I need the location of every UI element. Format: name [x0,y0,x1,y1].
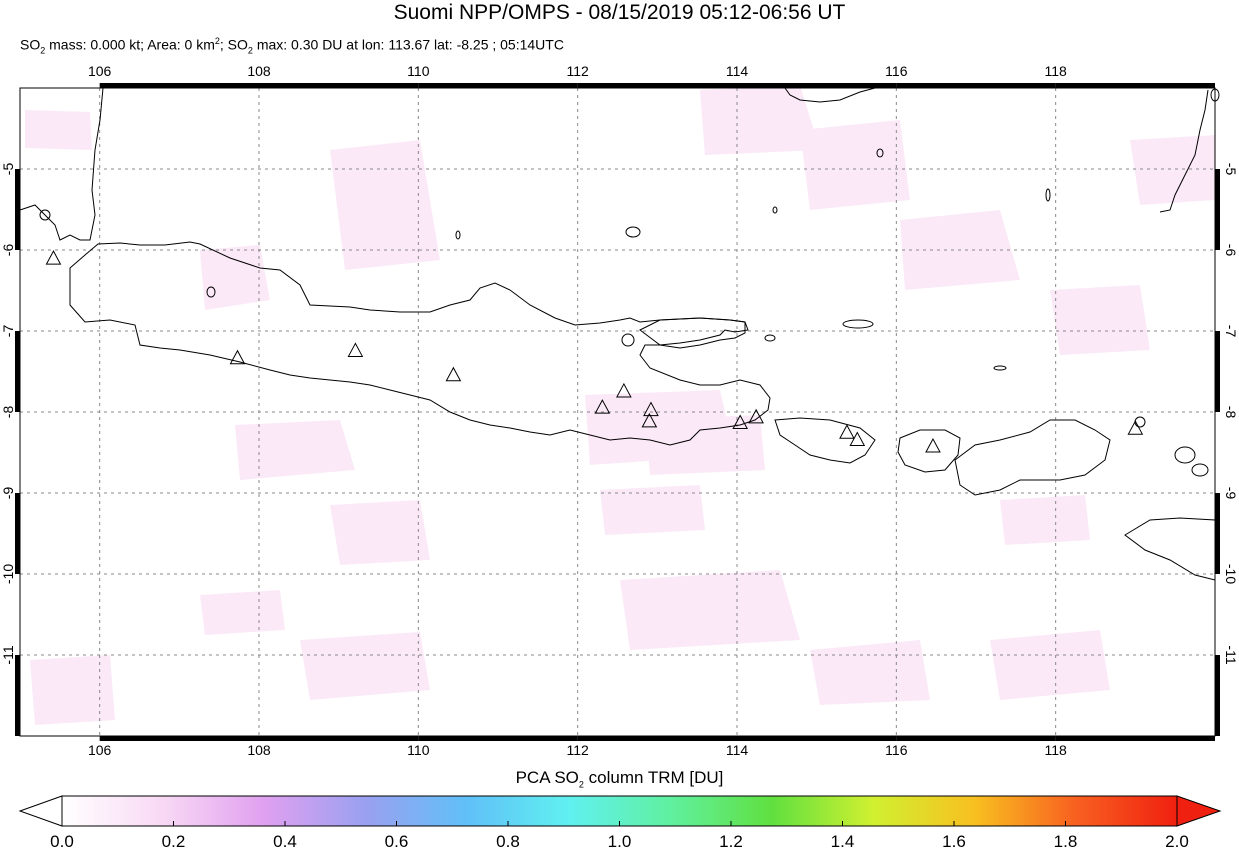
volcano-markers [45,250,1144,453]
lat-tick-label: -6 [1223,244,1239,257]
lon-tick-label: 116 [885,742,908,758]
lat-tick-label: -8 [1223,406,1239,419]
frame-bar-bottom [896,736,1056,741]
frame-bar-left [15,493,20,574]
volcano-marker [643,401,659,417]
lon-tick-label: 118 [1045,63,1068,79]
frame-bar-top [577,83,737,88]
frame-bar-top [99,83,260,88]
colorbar-tick-label: 1.8 [1053,832,1078,851]
lon-tick-label: 114 [726,742,749,758]
lat-tick-label: -10 [0,564,16,584]
map-plot: 106 108 110 112 114 116 118 106 108 110 112 114 116… [0,63,1239,758]
lon-tick-label: 106 [88,742,112,758]
lon-tick-label: 112 [567,742,590,758]
colorbar-tick-label: 1.4 [830,832,855,851]
colorbar [18,795,1222,827]
colorbar-tick-label: 1.2 [719,832,743,851]
frame-bar-left [15,169,20,250]
lat-labels-right: -5 -6 -7 -8 -9 -10 -11 [1223,163,1239,665]
lon-tick-label: 114 [726,63,749,79]
map-title: Suomi NPP/OMPS - 08/15/2019 05:12-06:56 … [393,1,846,24]
frame-bar-bottom [737,736,897,741]
colorbar-tick-label: 1.0 [607,832,632,851]
lat-tick-label: -5 [1223,163,1239,176]
map-gridlines [20,88,1215,736]
frame-bar-bottom [259,736,419,741]
volcano-marker [347,342,364,357]
colorbar-tickmarks [61,821,1178,826]
lat-tick-label: -8 [0,406,16,419]
lon-tick-label: 108 [247,742,271,758]
lat-tick-label: -6 [0,244,16,257]
frame-bar-right [1215,655,1220,736]
frame-bar-top [259,83,419,88]
so2-background-patches [25,85,1215,725]
volcano-marker [1127,420,1144,435]
lon-tick-label: 110 [407,63,430,79]
colorbar-tick-label: 0.8 [496,832,520,851]
lon-tick-label: 112 [567,63,590,79]
map-subtitle: SO2 mass: 0.000 kt; Area: 0 km2; SO2 max… [20,36,564,56]
lon-tick-label: 108 [247,63,271,79]
lat-tick-label: -11 [0,645,16,664]
map-frame-ticks [15,83,1220,741]
frame-bar-top [896,83,1056,88]
lat-tick-label: -7 [0,325,16,338]
frame-bar-bottom [99,736,260,741]
colorbar-label: PCA SO2 column TRM [DU] [515,768,724,790]
lon-tick-label: 116 [885,63,908,79]
colorbar-over-arrow [1176,795,1222,827]
coastlines [19,87,1220,581]
frame-bar-top [418,83,578,88]
colorbar-tick-label: 1.6 [942,832,966,851]
lon-tick-label: 118 [1045,742,1068,758]
colorbar-tick-label: 2.0 [1165,832,1189,851]
volcano-marker [925,437,941,453]
volcano-marker [445,366,462,382]
colorbar-under-arrow [18,795,63,827]
volcano-marker [839,424,855,439]
volcano-marker [641,412,658,428]
lat-tick-label: -9 [0,487,16,500]
lat-labels-left: -5 -6 -7 -8 -9 -10 -11 [0,163,16,665]
frame-bar-left [15,655,20,736]
frame-bar-top [1055,83,1215,88]
colorbar-tick-label: 0.0 [50,832,74,851]
volcano-marker [594,399,611,414]
lon-labels-top: 106 108 110 112 114 116 118 [88,63,1067,79]
lon-tick-label: 110 [407,742,430,758]
frame-bar-right [1215,331,1220,412]
volcano-marker [849,431,866,447]
lon-labels-bottom: 106 108 110 112 114 116 118 [88,742,1067,758]
frame-bar-bottom [418,736,578,741]
lon-tick-label: 106 [88,63,112,79]
lat-tick-label: -11 [1223,645,1239,664]
lat-tick-label: -10 [1223,564,1239,584]
colorbar-tick-label: 0.4 [273,832,297,851]
volcano-marker [229,349,246,365]
lat-tick-label: -7 [1223,325,1239,338]
volcano-marker [732,414,749,430]
frame-bar-top [737,83,897,88]
volcano-marker [616,382,632,398]
frame-bar-bottom [577,736,737,741]
frame-bar-right [1215,169,1220,250]
colorbar-tick-label: 0.2 [161,832,186,851]
volcano-marker [45,250,62,265]
frame-bar-right [1215,493,1220,574]
lat-tick-label: -5 [0,163,16,176]
lat-tick-label: -9 [1223,487,1239,500]
frame-bar-left [15,331,20,412]
colorbar-tick-label: 0.6 [384,832,409,851]
volcano-marker [748,408,764,424]
frame-bar-bottom [1055,736,1215,741]
